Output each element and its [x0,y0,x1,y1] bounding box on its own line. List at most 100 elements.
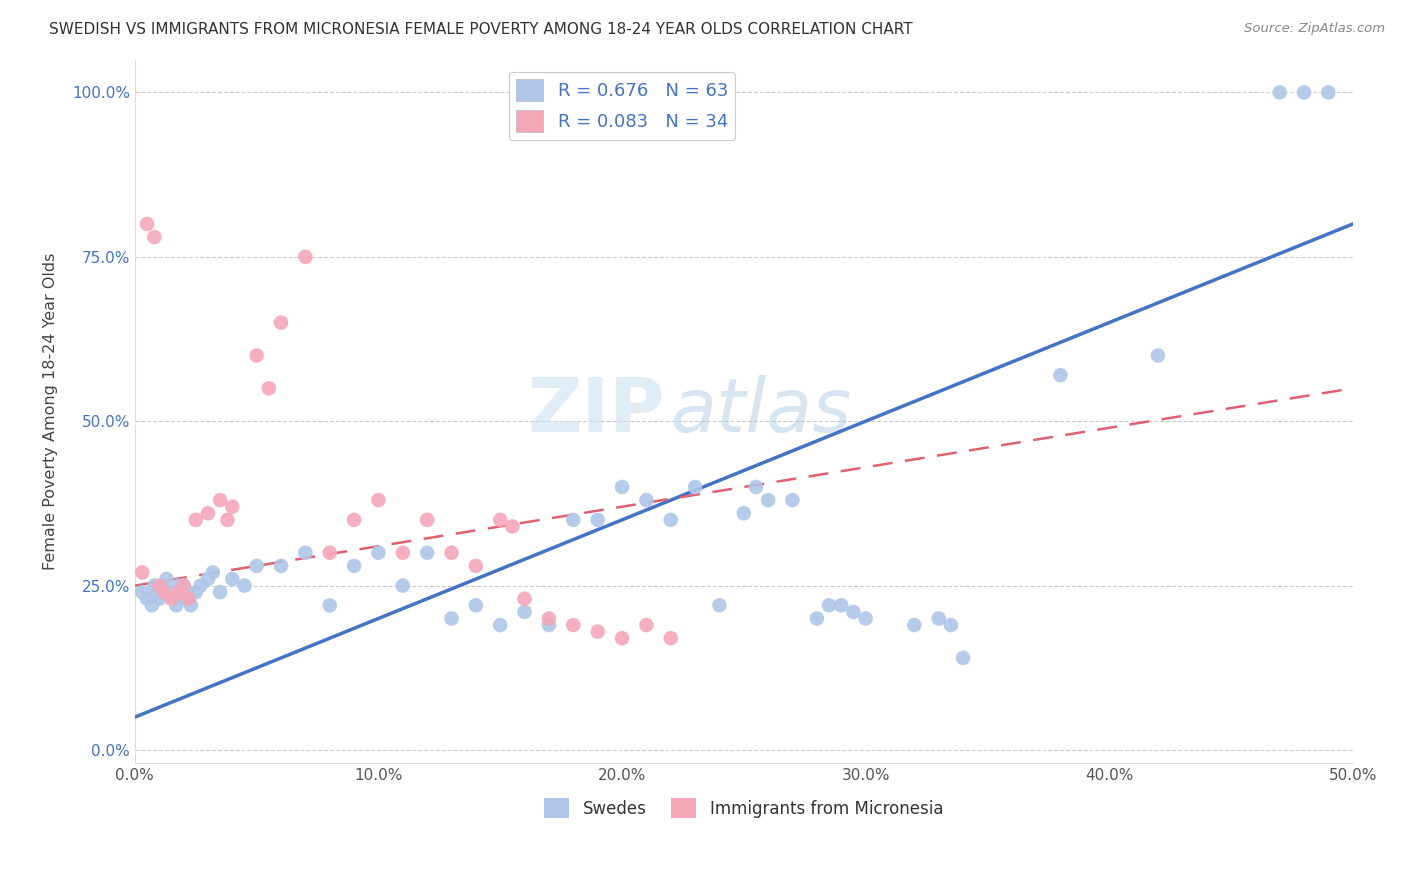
Point [155,572,177,586]
Text: ZIP: ZIP [527,375,665,448]
Point [513,591,536,606]
Point [131,585,153,599]
Point [391,546,413,560]
Point [1268,86,1291,100]
Point [221,500,243,514]
Point [610,480,633,494]
Point [489,513,512,527]
Point [148,579,170,593]
Point [952,651,974,665]
Point [294,546,316,560]
Point [180,599,202,613]
Point [143,230,166,244]
Point [537,618,560,632]
Point [246,349,269,363]
Point [464,599,486,613]
Point [217,513,239,527]
Point [440,546,463,560]
Point [464,558,486,573]
Point [221,572,243,586]
Point [537,611,560,625]
Point [416,546,439,560]
Y-axis label: Female Poverty Among 18-24 Year Olds: Female Poverty Among 18-24 Year Olds [44,252,58,570]
Point [782,493,804,508]
Point [294,250,316,264]
Point [163,591,186,606]
Point [636,493,658,508]
Point [610,631,633,645]
Point [501,519,523,533]
Point [146,585,169,599]
Point [270,316,292,330]
Point [167,585,190,599]
Text: Source: ZipAtlas.com: Source: ZipAtlas.com [1244,22,1385,36]
Point [319,599,342,613]
Point [659,631,682,645]
Point [173,579,195,593]
Point [160,585,183,599]
Point [562,513,585,527]
Text: atlas: atlas [671,376,852,448]
Point [165,599,187,613]
Point [343,558,366,573]
Point [167,579,190,593]
Point [367,546,389,560]
Point [136,217,159,231]
Point [173,579,195,593]
Point [201,566,224,580]
Point [143,579,166,593]
Point [190,579,212,593]
Point [177,591,200,606]
Point [928,611,950,625]
Point [1049,368,1071,383]
Point [367,493,389,508]
Point [150,579,173,593]
Point [246,558,269,573]
Point [148,591,170,606]
Point [586,624,609,639]
Point [131,566,153,580]
Point [170,591,193,606]
Point [270,558,292,573]
Point [197,506,219,520]
Point [855,611,877,625]
Point [160,591,183,606]
Point [1147,349,1170,363]
Point [153,585,176,599]
Point [659,513,682,527]
Point [513,605,536,619]
Point [489,618,512,632]
Point [806,611,828,625]
Point [343,513,366,527]
Point [209,585,232,599]
Point [197,572,219,586]
Point [903,618,925,632]
Point [745,480,768,494]
Point [842,605,865,619]
Point [141,599,163,613]
Point [818,599,841,613]
Point [756,493,779,508]
Point [733,506,755,520]
Point [319,546,342,560]
Point [939,618,962,632]
Text: SWEDISH VS IMMIGRANTS FROM MICRONESIA FEMALE POVERTY AMONG 18-24 YEAR OLDS CORRE: SWEDISH VS IMMIGRANTS FROM MICRONESIA FE… [49,22,912,37]
Legend: Swedes, Immigrants from Micronesia: Swedes, Immigrants from Micronesia [537,791,950,825]
Point [416,513,439,527]
Point [153,585,176,599]
Point [1317,86,1340,100]
Point [136,591,159,606]
Point [177,591,200,606]
Point [586,513,609,527]
Point [440,611,463,625]
Point [709,599,731,613]
Point [1292,86,1315,100]
Point [209,493,232,508]
Point [830,599,852,613]
Point [636,618,658,632]
Point [184,585,207,599]
Point [391,579,413,593]
Point [257,381,280,395]
Point [233,579,256,593]
Point [683,480,706,494]
